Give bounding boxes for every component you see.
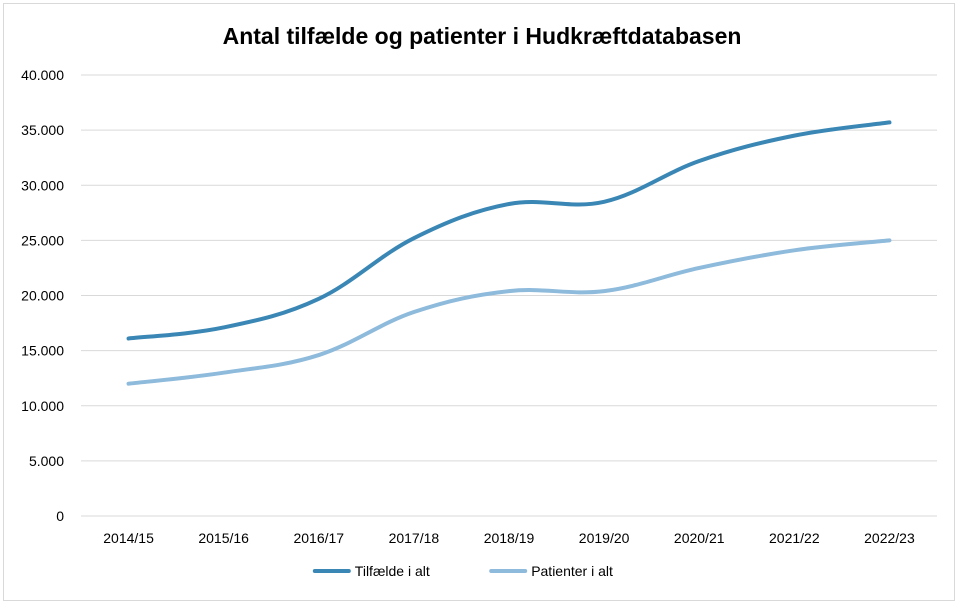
y-tick-label: 35.000 [21, 122, 64, 138]
series-line-1 [126, 120, 892, 341]
x-tick-label: 2021/22 [769, 530, 820, 546]
x-tick-label: 2019/20 [579, 530, 630, 546]
legend: Tilfælde i alt Patienter i alt [312, 563, 613, 579]
chart-frame: Antal tilfælde og patienter i Hudkræftda… [3, 3, 955, 601]
gridlines [81, 74, 937, 517]
x-tick-label: 2018/19 [484, 530, 535, 546]
y-tick-label: 40.000 [21, 67, 64, 83]
x-tick-label: 2015/16 [198, 530, 249, 546]
series-lines [126, 120, 892, 386]
x-tick-label: 2014/15 [103, 530, 154, 546]
x-tick-label: 2020/21 [674, 530, 725, 546]
chart-title: Antal tilfælde og patienter i Hudkræftda… [223, 23, 742, 49]
line-chart: Antal tilfælde og patienter i Hudkræftda… [21, 23, 937, 579]
series-line-2 [126, 238, 892, 386]
y-tick-label: 30.000 [21, 177, 64, 193]
x-tick-label: 2016/17 [293, 530, 344, 546]
x-axis-tick-labels: 2014/15 2015/16 2016/17 2017/18 2018/19 2019/… [103, 530, 915, 546]
y-tick-label: 25.000 [21, 232, 64, 248]
x-tick-label: 2022/23 [864, 530, 915, 546]
x-tick-label: 2017/18 [389, 530, 440, 546]
y-tick-label: 20.000 [21, 288, 64, 304]
legend-label-2: Patienter i alt [531, 563, 613, 579]
y-tick-label: 15.000 [21, 343, 64, 359]
legend-label-1: Tilfælde i alt [355, 563, 430, 579]
y-axis-tick-labels: 0 5.000 10.000 15.000 20.000 25.000 30.000 35.0… [21, 67, 64, 524]
y-tick-label: 10.000 [21, 398, 64, 414]
y-tick-label: 0 [56, 508, 64, 524]
y-tick-label: 5.000 [29, 453, 64, 469]
